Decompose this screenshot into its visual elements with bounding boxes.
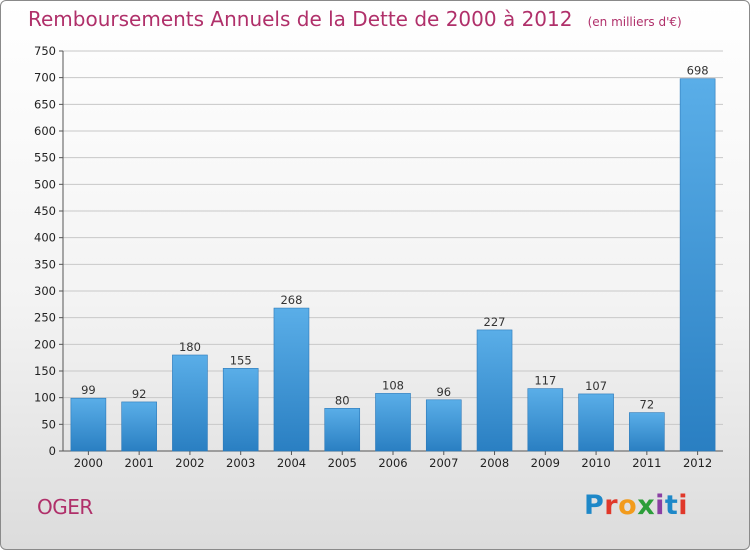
y-tick-label: 400 [34,231,56,245]
data-label: 155 [230,353,252,367]
bars [70,78,716,452]
logo-letter: i [655,490,665,521]
bar [679,78,716,452]
chart-title: Remboursements Annuels de la Dette de 20… [28,7,682,31]
x-tick-label: 2006 [378,456,407,470]
y-tick-label: 100 [34,391,56,405]
y-tick-label: 250 [34,311,56,325]
logo-letter: o [618,490,638,521]
data-label: 99 [81,383,96,397]
y-tick-label: 500 [34,177,56,191]
logo-letter: i [678,490,689,521]
data-label: 698 [687,64,709,78]
data-label: 180 [179,340,201,354]
y-tick-label: 200 [34,337,56,351]
bar [375,393,411,452]
bar [527,388,564,452]
bar [476,329,513,452]
labels: 0 50 100 150 200 250 300 350 400 450 500 550 600 650 7… [34,44,712,470]
logo-letter: r [604,490,619,521]
x-tick-label: 2005 [328,456,357,470]
x-tick-label: 2010 [581,456,610,470]
y-tick-label: 0 [49,444,56,458]
y-tick-label: 450 [34,204,56,218]
logo-letter: x [637,490,656,521]
y-tick-label: 50 [41,417,56,431]
data-label: 80 [335,393,350,407]
bar [425,399,462,452]
proxiti-logo: Proxiti [584,490,688,521]
x-tick-label: 2011 [632,456,661,470]
bar [273,307,310,452]
bar [324,408,361,452]
grid-lines [63,50,723,425]
y-tick-label: 700 [34,71,56,85]
data-label: 107 [585,379,607,393]
x-tick-label: 2009 [531,456,560,470]
y-tick-label: 600 [34,124,56,138]
x-tick-label: 2012 [683,456,712,470]
x-tick-label: 2000 [74,456,103,470]
y-tick-label: 550 [34,151,56,165]
x-tick-label: 2004 [277,456,306,470]
data-label: 108 [382,378,404,392]
data-label: 268 [280,293,302,307]
data-label: 96 [436,385,451,399]
data-label: 227 [484,315,506,329]
x-tick-label: 2002 [175,456,204,470]
y-tick-label: 300 [34,284,56,298]
y-tick-label: 650 [34,97,56,111]
commune-name: OGER [37,495,93,519]
bar [172,354,208,452]
y-tick-label: 350 [34,257,56,271]
logo-letter: t [664,490,679,521]
bar [629,412,665,452]
y-tick-label: 750 [34,44,56,58]
bar [70,397,107,452]
x-tick-label: 2003 [226,456,255,470]
x-tick-label: 2008 [480,456,509,470]
data-label: 117 [534,374,556,388]
bar [578,393,614,452]
y-tick-label: 150 [34,364,56,378]
bar [222,368,259,452]
data-label: 72 [640,398,655,412]
bar [121,401,157,452]
chart-title-main: Remboursements Annuels de la Dette de 20… [28,7,573,31]
data-label: 92 [132,387,147,401]
logo-letter: P [584,490,605,521]
chart-unit-note: (en milliers d'€) [587,15,682,29]
x-tick-label: 2007 [429,456,458,470]
x-tick-label: 2001 [125,456,154,470]
